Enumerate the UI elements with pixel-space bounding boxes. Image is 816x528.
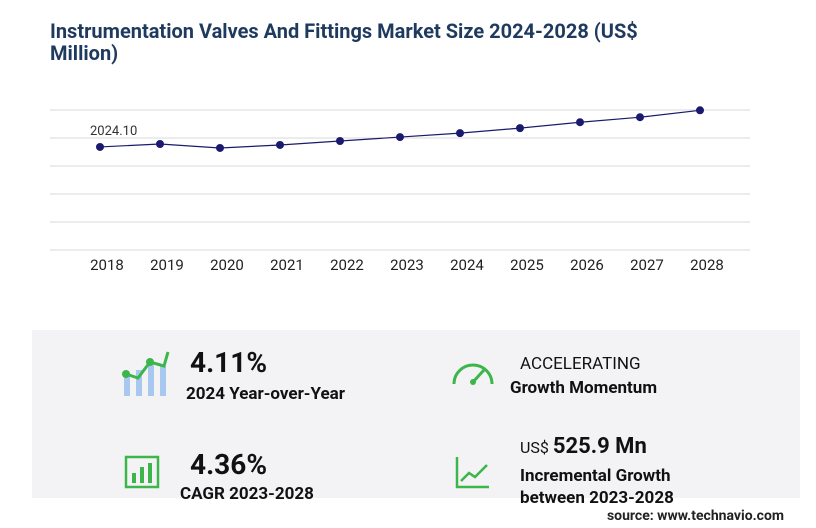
point [96,142,104,151]
yoy-value: 4.11% [190,346,268,379]
x-tick-label: 2024 [450,256,484,274]
line [99,109,701,149]
chart-title: Instrumentation Valves And Fittings Mark… [50,19,638,65]
cagr-icon [124,455,160,489]
kpi-panel [32,330,800,498]
x-tick-label: 2027 [630,256,664,274]
incr-label: Incremental Growth [520,466,671,486]
point [516,124,524,133]
gauge-icon [452,363,494,385]
yoy-label: 2024 Year-over-Year [186,384,345,404]
data-label: 2024.10 [90,124,137,139]
point [336,137,344,146]
point [576,118,584,127]
momentum-value: ACCELERATING [520,354,641,374]
x-tick-label: 2020 [210,256,244,274]
cagr-label: CAGR 2023-2028 [180,484,314,504]
chart: 2018 2019 2020 2021 2022 2023 2024 2025 2026 2027… [50,106,750,274]
x-tick-label: 2026 [570,256,604,274]
incr-label: between 2023-2028 [520,488,674,508]
point [156,140,164,149]
incr-value: 525.9 Mn [552,434,647,459]
x-tick-label: 2022 [330,256,364,274]
point [396,133,404,142]
point [216,143,224,152]
x-tick-label: 2019 [150,256,184,274]
point [276,140,284,149]
yoy-icon [122,351,170,396]
point [456,129,464,138]
incr-unit: US$ [520,438,549,457]
point [696,106,704,115]
x-tick-label: 2028 [690,256,724,274]
x-tick-label: 2025 [510,256,544,274]
x-tick-label: 2023 [390,256,424,274]
source: source: www.technavio.com [606,508,784,524]
cagr-value: 4.36% [190,448,268,481]
incr-value-row: US$ 525.9 Mn [520,434,647,459]
x-tick-label: 2021 [270,256,304,274]
momentum-label: Growth Momentum [510,378,658,398]
x-tick-label: 2018 [90,256,124,274]
incr-icon [455,457,489,489]
point [636,113,644,122]
